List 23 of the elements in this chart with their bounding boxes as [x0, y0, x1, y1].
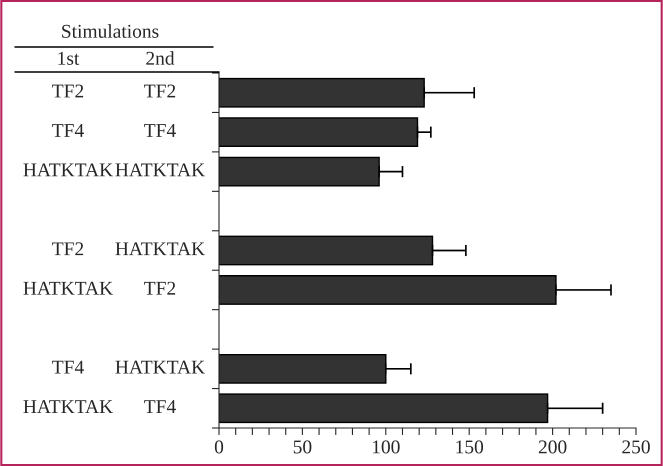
- x-tick-label: 0: [214, 440, 224, 454]
- x-tick-label: 100: [372, 440, 400, 454]
- y2-tick-label: TF4: [144, 124, 176, 137]
- text: 2nd: [146, 51, 174, 65]
- y-tick-label: HATKTAK: [23, 163, 113, 176]
- y2-tick-label: TF2: [144, 282, 176, 295]
- x-tick-label: 150: [456, 440, 484, 454]
- y-tick-label: TF4: [52, 124, 84, 137]
- y2-tick-label: HATKTAK: [115, 360, 205, 374]
- x-tick-label: 250: [622, 440, 650, 454]
- y-tick-label: TF2: [52, 242, 84, 256]
- text: 1st: [58, 52, 80, 65]
- x-tick-label: 200: [538, 440, 566, 454]
- y-tick-label: HATKTAK: [23, 282, 113, 295]
- y2-tick-label: TF2: [144, 84, 176, 98]
- y-tick-label: HATKTAK: [23, 400, 113, 413]
- y2-tick-label: HATKTAK: [115, 242, 205, 256]
- y-tick-label: TF4: [52, 360, 84, 374]
- text: Stimulations: [62, 24, 158, 38]
- x-tick-label: 50: [294, 440, 312, 454]
- y-tick-label: TF2: [52, 84, 84, 98]
- y2-tick-label: TF4: [144, 400, 176, 413]
- y2-tick-label: HATKTAK: [115, 163, 205, 176]
